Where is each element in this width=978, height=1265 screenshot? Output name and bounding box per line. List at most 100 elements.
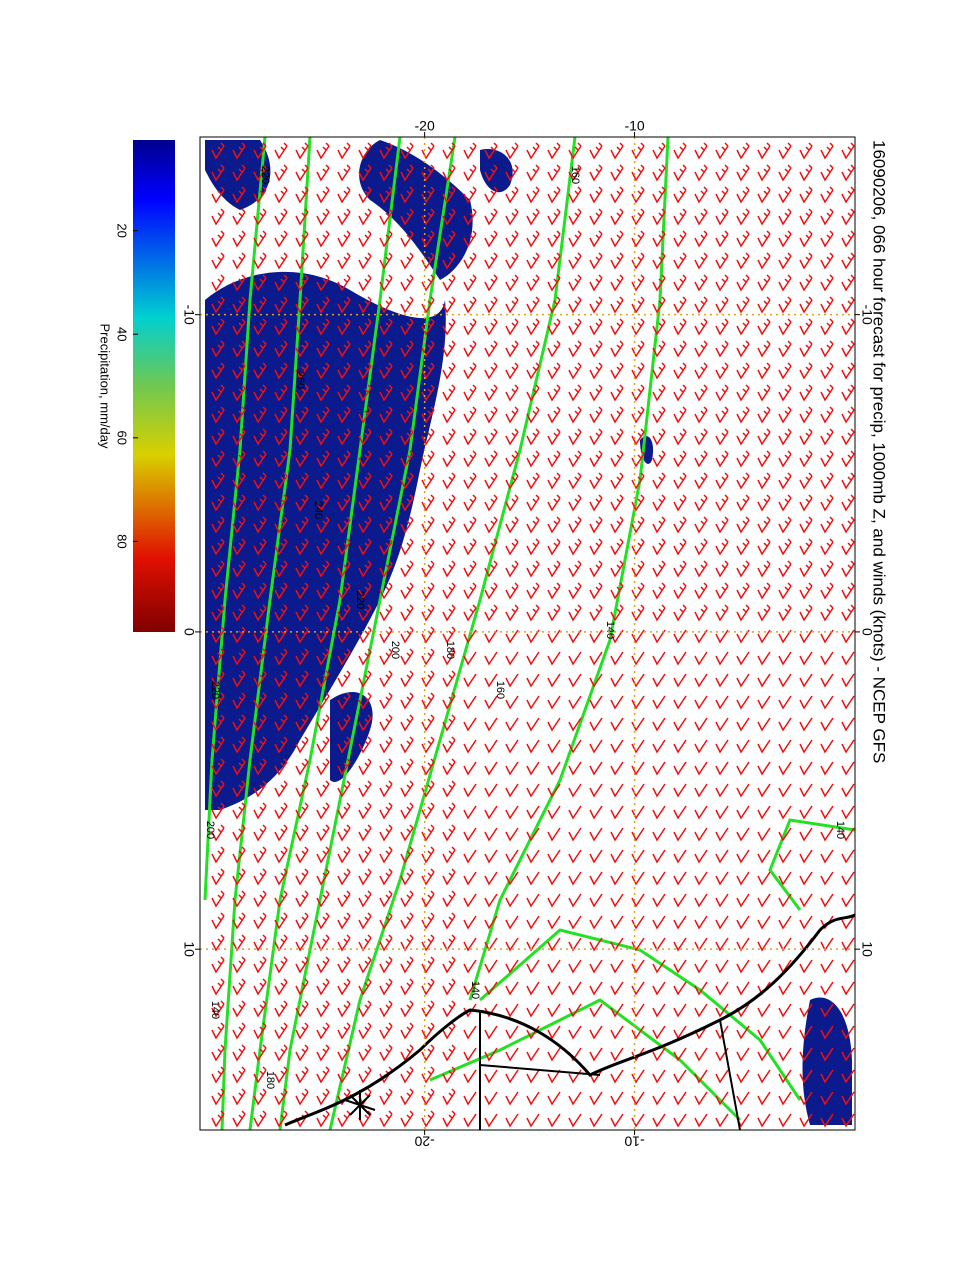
wind-barb	[799, 362, 813, 380]
wind-barb	[379, 1088, 393, 1106]
wind-barb	[526, 274, 540, 292]
wind-barb	[799, 494, 813, 512]
wind-barb	[379, 494, 393, 512]
wind-barb	[400, 450, 414, 468]
map-frame	[199, 136, 856, 1131]
wind-barb	[757, 538, 771, 556]
wind-barb	[337, 538, 351, 556]
wind-barb	[568, 142, 582, 160]
wind-barb	[799, 739, 813, 754]
wind-barb	[526, 629, 540, 644]
wind-barb	[211, 582, 225, 600]
wind-barb	[400, 780, 414, 798]
wind-barb	[610, 582, 624, 600]
wind-barb	[274, 538, 288, 556]
wind-barb	[589, 959, 603, 974]
wind-barb	[526, 651, 540, 666]
wind-barb	[568, 761, 582, 776]
wind-barb	[295, 318, 309, 336]
wind-barb	[253, 802, 267, 820]
wind-barb	[631, 739, 645, 754]
wind-barb	[337, 428, 351, 446]
wind-barb	[841, 450, 855, 468]
wind-barb	[778, 937, 792, 952]
precip-area	[205, 140, 271, 210]
wind-barb	[736, 915, 750, 930]
wind-barb	[547, 827, 561, 842]
wind-barb	[463, 937, 477, 952]
wind-barb	[757, 959, 771, 974]
wind-barb	[736, 164, 750, 182]
wind-barb	[421, 604, 435, 622]
wind-barb	[400, 846, 414, 864]
wind-barb	[799, 761, 813, 776]
wind-barb	[253, 670, 267, 688]
wind-barb	[841, 893, 855, 908]
wind-barb	[484, 560, 498, 578]
wind-barb	[799, 871, 813, 886]
contour-label: 160	[494, 681, 506, 699]
wind-barb	[358, 318, 372, 336]
wind-barb	[694, 695, 708, 710]
wind-barb	[589, 761, 603, 776]
wind-barb	[211, 164, 225, 182]
wind-barb	[589, 142, 603, 160]
wind-barb	[568, 384, 582, 402]
wind-barb	[736, 871, 750, 886]
wind-barb	[232, 494, 246, 512]
wind-barb	[736, 673, 750, 688]
wind-barb	[442, 516, 456, 534]
wind-barb	[442, 318, 456, 336]
wind-barb	[694, 142, 708, 160]
wind-barb	[316, 384, 330, 402]
wind-barb	[526, 582, 540, 600]
wind-barb	[610, 651, 624, 666]
wind-barb	[442, 362, 456, 380]
x-tick-label: 0	[859, 628, 875, 636]
wind-barb	[526, 296, 540, 314]
wind-barb	[778, 560, 792, 578]
wind-barb	[841, 695, 855, 710]
wind-barb	[316, 516, 330, 534]
wind-barb	[232, 472, 246, 490]
wind-barb	[316, 406, 330, 424]
wind-barb	[295, 428, 309, 446]
wind-barb	[778, 761, 792, 776]
wind-barb	[316, 714, 330, 732]
wind-barb	[211, 956, 225, 974]
wind-barb	[400, 208, 414, 226]
wind-barb	[463, 761, 477, 776]
wind-barb	[442, 956, 456, 974]
wind-barb	[337, 318, 351, 336]
wind-barb	[631, 604, 645, 622]
wind-barb	[799, 252, 813, 270]
wind-barb	[421, 846, 435, 864]
wind-barb	[295, 780, 309, 798]
wind-barb	[358, 582, 372, 600]
wind-barb	[841, 582, 855, 600]
wind-barb	[778, 340, 792, 358]
wind-barb	[484, 582, 498, 600]
wind-barb	[694, 582, 708, 600]
wind-barb	[526, 362, 540, 380]
wind-barb	[358, 362, 372, 380]
wind-barb	[799, 1091, 813, 1106]
wind-barb	[400, 164, 414, 182]
wind-barb	[484, 274, 498, 292]
wind-barb	[778, 827, 792, 842]
wind-barb	[526, 1003, 540, 1018]
wind-barb	[400, 560, 414, 578]
wind-barb	[337, 758, 351, 776]
wind-barb	[568, 739, 582, 754]
wind-barb	[316, 868, 330, 886]
wind-barb	[400, 230, 414, 248]
wind-barb	[232, 890, 246, 908]
wind-barb	[673, 450, 687, 468]
wind-barb	[610, 695, 624, 710]
wind-barb	[463, 472, 477, 490]
wind-barb	[547, 761, 561, 776]
wind-barb	[757, 186, 771, 204]
wind-barb	[589, 560, 603, 578]
wind-barb	[757, 739, 771, 754]
x-tick-label: -10	[181, 305, 197, 325]
